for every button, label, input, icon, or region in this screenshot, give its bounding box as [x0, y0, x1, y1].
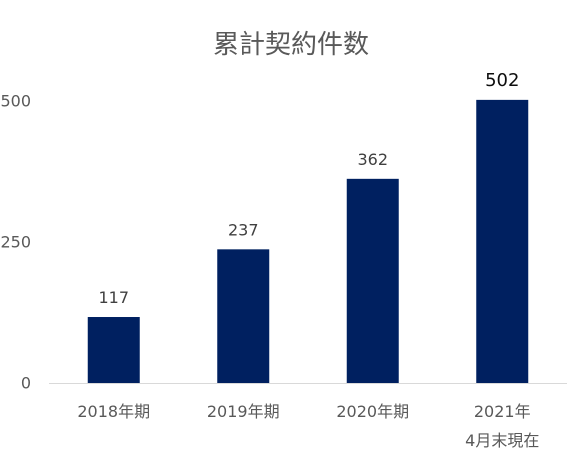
bars: [87, 99, 529, 383]
data-label-1: 117: [98, 288, 129, 307]
y-tick-label-3: 500: [0, 92, 31, 111]
data-labels: 117 237 362 502: [98, 70, 519, 307]
data-label-2: 237: [228, 220, 259, 239]
data-label-4: 502: [485, 70, 519, 91]
x-axis-category-labels: 2018年期 2019年期 2020年期 2021年 4月末現在: [77, 402, 539, 450]
bar-4: [476, 99, 529, 383]
category-label-4: 2021年 4月末現在: [465, 402, 539, 450]
data-label-3: 362: [357, 150, 388, 169]
category-label-1: 2018年期: [77, 402, 150, 421]
chart-title: 累計契約件数: [213, 30, 369, 60]
y-axis-tick-labels: 0 250 500: [0, 92, 31, 393]
category-label-2: 2019年期: [207, 402, 280, 421]
bar-3: [346, 178, 399, 383]
bar-1: [87, 317, 140, 383]
bar-2: [217, 249, 270, 383]
y-tick-label-1: 0: [21, 374, 31, 393]
category-label-3: 2020年期: [336, 402, 409, 421]
y-tick-label-2: 250: [0, 233, 31, 252]
